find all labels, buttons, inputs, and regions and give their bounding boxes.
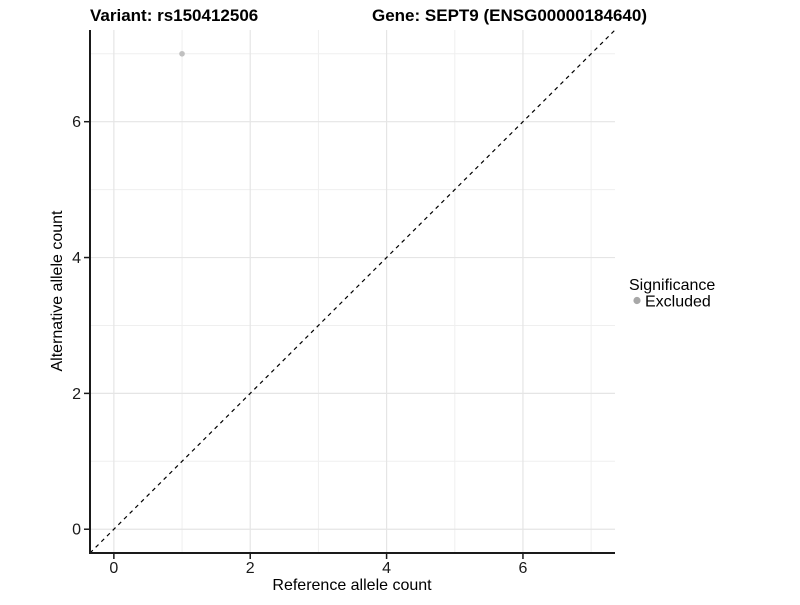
data-points	[179, 50, 185, 57]
x-tick-label: 2	[246, 560, 255, 577]
variant-title: Variant: rs150412506	[90, 6, 258, 25]
gene-title: Gene: SEPT9 (ENSG00000184640)	[372, 6, 647, 25]
legend: Significance Excluded	[629, 277, 715, 311]
legend-title: Significance	[629, 277, 715, 294]
x-tick-label: 0	[109, 560, 118, 577]
x-axis-title: Reference allele count	[272, 577, 432, 594]
legend-label-excluded: Excluded	[645, 294, 711, 311]
y-tick-label: 6	[72, 114, 81, 131]
identity-line	[89, 29, 616, 554]
x-tick-label: 4	[382, 560, 391, 577]
y-tick-label: 2	[72, 386, 81, 403]
y-tick-label: 0	[72, 522, 81, 539]
gridlines	[90, 30, 615, 553]
legend-key-excluded-icon	[633, 296, 641, 305]
y-axis-title: Alternative allele count	[49, 210, 66, 372]
axis-lines	[89, 30, 615, 554]
x-tick-label: 6	[519, 560, 528, 577]
y-tick-label: 4	[72, 250, 81, 267]
data-point	[179, 50, 185, 57]
axis-ticks: 0 2 4 6 0 2 4 6	[72, 114, 527, 577]
identity-reference-line	[89, 29, 616, 554]
